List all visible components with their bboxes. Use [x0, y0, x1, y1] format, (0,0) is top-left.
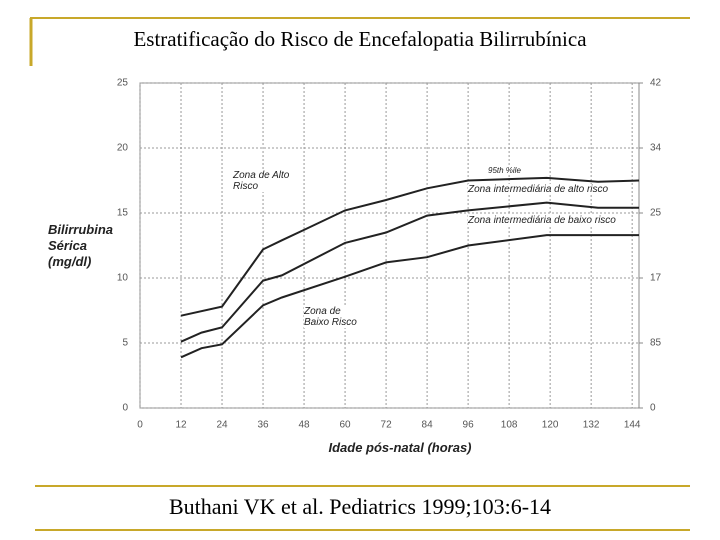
- x-tick-label: 144: [624, 420, 641, 431]
- y-axis-label: Bilirrubina Sérica (mg/dl): [48, 222, 114, 269]
- x-tick-label: 24: [216, 420, 228, 431]
- x-tick-label: 120: [542, 420, 559, 431]
- annotation: Zona de Alto Risco: [233, 170, 303, 192]
- x-tick-label: 0: [137, 420, 143, 431]
- annotation: Zona intermediária de baixo risco: [468, 215, 616, 226]
- x-tick-label: 96: [463, 420, 475, 431]
- y-tick-label: 5: [122, 338, 128, 349]
- y2-tick-label: 34: [650, 143, 662, 154]
- annotation: 95th %ile: [488, 166, 521, 175]
- x-tick-label: 108: [501, 420, 518, 431]
- x-tick-label: 48: [298, 420, 310, 431]
- x-tick-label: 84: [422, 420, 434, 431]
- series-line: [180, 176, 640, 317]
- y-tick-label: 25: [117, 78, 129, 89]
- y2-tick-label: 17: [650, 273, 662, 284]
- plot-frame: [139, 82, 640, 409]
- y-tick-label: 20: [117, 143, 129, 154]
- series-line: [180, 201, 639, 343]
- x-tick-label: 12: [175, 420, 187, 431]
- x-tick-label: 72: [381, 420, 393, 431]
- y2-tick-label: 25: [650, 208, 662, 219]
- x-tick-label: 132: [583, 420, 600, 431]
- slide-title: Estratificação do Risco de Encefalopatia…: [133, 27, 587, 51]
- x-tick-label: 36: [257, 420, 269, 431]
- citation: Buthani VK et al. Pediatrics 1999;103:6-…: [168, 494, 552, 519]
- y2-tick-label: 42: [650, 78, 662, 89]
- y2-tick-label: 0: [650, 403, 656, 414]
- y2-tick-label: 85: [650, 338, 662, 349]
- series-line: [180, 234, 639, 359]
- x-tick-label: 60: [340, 420, 352, 431]
- y-tick-label: 15: [117, 208, 129, 219]
- y-tick-label: 0: [122, 403, 128, 414]
- y-tick-label: 10: [117, 273, 129, 284]
- x-axis-label: Idade pós-natal (horas): [328, 440, 472, 455]
- annotation: Zona de Baixo Risco: [304, 306, 366, 328]
- annotation: Zona intermediária de alto risco: [468, 184, 609, 195]
